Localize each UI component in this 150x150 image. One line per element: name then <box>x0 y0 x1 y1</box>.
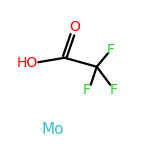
Text: O: O <box>70 20 80 34</box>
Text: Mo: Mo <box>41 122 64 136</box>
Text: F: F <box>83 83 91 97</box>
Text: HO: HO <box>16 56 38 70</box>
Text: F: F <box>110 83 118 97</box>
Text: F: F <box>107 42 115 57</box>
